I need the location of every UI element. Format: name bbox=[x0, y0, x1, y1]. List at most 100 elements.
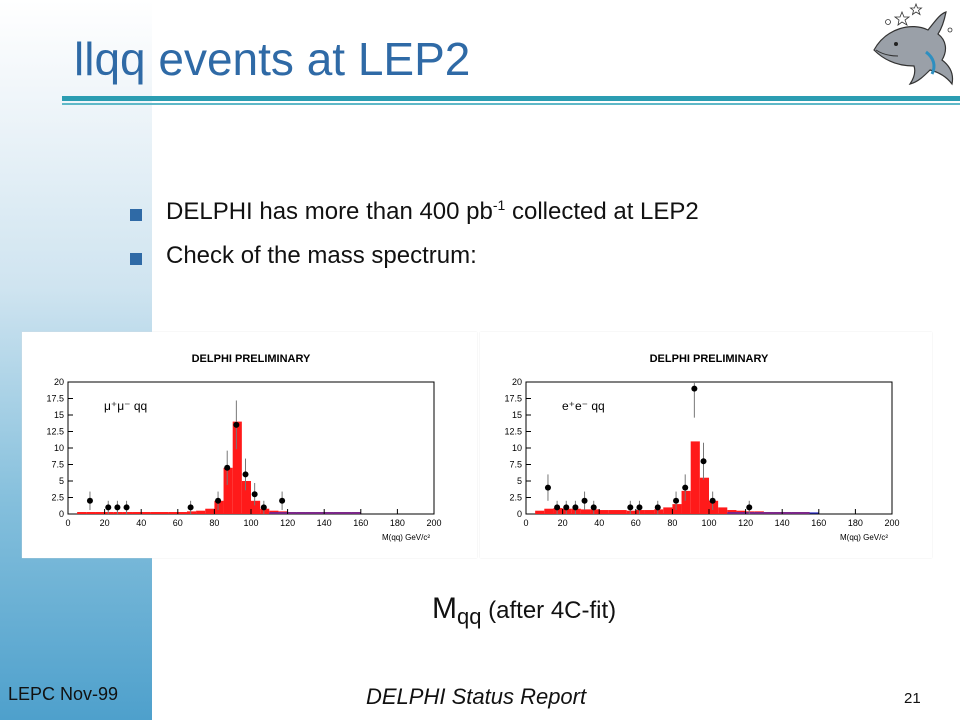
data-point bbox=[746, 504, 753, 511]
histogram-bar bbox=[223, 467, 233, 514]
histogram-bar bbox=[269, 510, 279, 514]
histogram-bar bbox=[241, 481, 251, 514]
data-point bbox=[187, 504, 194, 511]
histogram-bar bbox=[113, 512, 123, 514]
bullet-square-icon bbox=[130, 209, 142, 221]
x-tick-label: 180 bbox=[848, 518, 863, 528]
histogram-bar bbox=[159, 512, 169, 514]
data-point bbox=[233, 421, 240, 428]
data-point bbox=[590, 504, 597, 511]
histogram-bar bbox=[196, 510, 206, 514]
x-tick-label: 60 bbox=[173, 518, 183, 528]
histogram-bar bbox=[571, 508, 581, 514]
y-tick-label: 17.5 bbox=[46, 394, 64, 404]
y-tick-label: 10 bbox=[512, 443, 522, 453]
x-tick-label: 100 bbox=[701, 518, 716, 528]
x-tick-label: 0 bbox=[523, 518, 528, 528]
histogram-bar bbox=[626, 510, 636, 514]
data-point bbox=[279, 497, 286, 504]
histogram-bar bbox=[562, 508, 572, 514]
histogram-bar bbox=[608, 510, 618, 514]
histogram-bar bbox=[709, 500, 719, 514]
histogram-bar bbox=[535, 510, 545, 514]
y-tick-label: 10 bbox=[54, 443, 64, 453]
title-underline-thin bbox=[62, 103, 960, 105]
data-point bbox=[627, 504, 634, 511]
y-tick-label: 2.5 bbox=[509, 493, 522, 503]
data-point bbox=[114, 504, 121, 511]
data-point bbox=[554, 504, 561, 511]
chart-annotation: μ⁺μ⁻ qq bbox=[104, 399, 147, 413]
histogram-bar bbox=[77, 512, 87, 514]
histogram-bar bbox=[699, 477, 709, 514]
y-tick-label: 7.5 bbox=[51, 460, 64, 470]
histogram-bar bbox=[727, 510, 737, 514]
slide-title: llqq events at LEP2 bbox=[74, 33, 471, 85]
footer-title: DELPHI Status Report bbox=[366, 684, 587, 709]
delphi-dolphin-logo-icon bbox=[866, 0, 960, 92]
y-tick-label: 0 bbox=[517, 509, 522, 519]
footer-date: LEPC Nov-99 bbox=[8, 684, 119, 704]
histogram-bar bbox=[718, 507, 728, 514]
data-point bbox=[682, 484, 689, 491]
histogram-bar bbox=[150, 512, 160, 514]
x-tick-label: 160 bbox=[811, 518, 826, 528]
data-point bbox=[563, 504, 570, 511]
histogram-bar bbox=[663, 507, 673, 514]
mass-caption: Mqq (after 4C-fit) bbox=[432, 592, 617, 630]
x-tick-label: 180 bbox=[390, 518, 405, 528]
x-tick-label: 120 bbox=[738, 518, 753, 528]
histogram-bar bbox=[122, 512, 133, 514]
histogram-bar bbox=[214, 500, 224, 514]
x-tick-label: 40 bbox=[594, 518, 604, 528]
y-tick-label: 20 bbox=[512, 377, 522, 387]
histogram-bar bbox=[672, 504, 682, 514]
x-tick-label: 80 bbox=[209, 518, 219, 528]
y-tick-label: 0 bbox=[59, 509, 64, 519]
y-tick-label: 17.5 bbox=[504, 394, 522, 404]
x-tick-label: 200 bbox=[884, 518, 899, 528]
histogram-bar bbox=[232, 421, 242, 514]
histogram-bar bbox=[95, 512, 105, 514]
chart-annotation: e⁺e⁻ qq bbox=[562, 399, 605, 413]
data-point bbox=[572, 504, 579, 511]
bullet-square-icon bbox=[130, 253, 142, 265]
y-tick-label: 12.5 bbox=[46, 427, 64, 437]
page-number: 21 bbox=[904, 690, 921, 707]
histogram-bar bbox=[553, 508, 563, 514]
histogram-bar bbox=[168, 512, 178, 514]
histogram-bar bbox=[251, 500, 261, 514]
x-tick-label: 80 bbox=[667, 518, 677, 528]
data-point bbox=[691, 385, 698, 392]
histogram-bar bbox=[590, 509, 600, 514]
histogram-bar bbox=[186, 511, 197, 514]
x-tick-label: 100 bbox=[243, 518, 258, 528]
x-axis-label: M(qq) GeV/c² bbox=[382, 533, 430, 542]
histogram-bar bbox=[690, 441, 700, 514]
histogram-bar bbox=[681, 490, 691, 514]
data-point bbox=[709, 497, 716, 504]
histogram-bar bbox=[86, 512, 96, 514]
histogram-bar bbox=[654, 509, 664, 514]
y-tick-label: 15 bbox=[54, 410, 64, 420]
data-point bbox=[105, 504, 112, 511]
mumu-qq-histogram: DELPHI PRELIMINARY 0 2.5 5 7.5 10 12.5 15 17.5 20… bbox=[22, 332, 477, 558]
data-point bbox=[86, 497, 93, 504]
histogram-bar bbox=[635, 510, 645, 514]
histogram-bar bbox=[141, 512, 151, 514]
histogram-bar bbox=[104, 512, 114, 514]
x-tick-label: 120 bbox=[280, 518, 295, 528]
y-tick-label: 2.5 bbox=[51, 493, 64, 503]
histogram-bar bbox=[736, 510, 746, 514]
data-point bbox=[260, 504, 267, 511]
histogram-bar bbox=[580, 509, 591, 514]
data-point bbox=[123, 504, 130, 511]
y-tick-label: 5 bbox=[59, 476, 64, 486]
data-point bbox=[215, 497, 222, 504]
x-tick-label: 140 bbox=[775, 518, 790, 528]
data-point bbox=[700, 458, 707, 465]
ee-qq-histogram: DELPHI PRELIMINARY 0 2.5 5 7.5 10 12.5 15 17.5 20… bbox=[480, 332, 932, 558]
data-point bbox=[242, 471, 249, 478]
histogram-bar bbox=[260, 508, 270, 514]
histogram-bar bbox=[644, 510, 655, 514]
